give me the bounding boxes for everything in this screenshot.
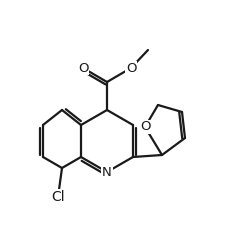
Text: O: O [78, 62, 88, 75]
Text: N: N [102, 165, 112, 178]
Text: O: O [140, 121, 150, 134]
Text: Cl: Cl [51, 190, 65, 204]
Text: O: O [126, 62, 136, 75]
